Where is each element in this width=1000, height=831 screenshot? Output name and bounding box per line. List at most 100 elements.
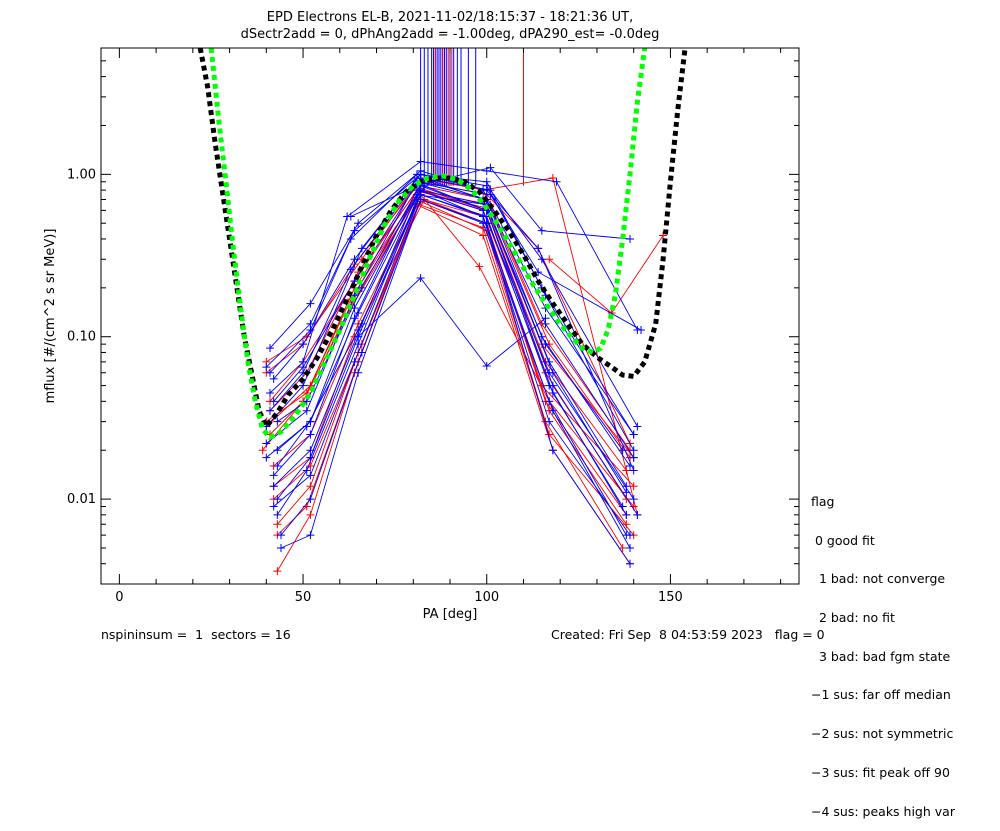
- blue-data-point: [416, 273, 425, 282]
- blue-data-point: [420, 181, 429, 190]
- blue-data-point: [265, 406, 274, 415]
- blue-data-point: [346, 212, 355, 221]
- blue-data-point: [482, 362, 491, 371]
- blue-data-point: [269, 502, 278, 511]
- red-data-point: [273, 520, 282, 529]
- red-data-point: [273, 567, 282, 576]
- legend-item: −2 sus: not symmetric: [811, 726, 954, 742]
- blue-data-point: [537, 226, 546, 235]
- blue-data-point: [548, 446, 557, 455]
- red-data-point: [629, 482, 638, 491]
- green-model-curve: [208, 48, 648, 441]
- blue-data-point: [354, 332, 363, 341]
- blue-data-point: [306, 531, 315, 540]
- blue-data-point: [548, 368, 557, 377]
- legend-item: 1 bad: not converge: [811, 571, 946, 587]
- blue-data-point: [306, 326, 315, 335]
- legend-item: −4 sus: peaks high var: [811, 803, 955, 819]
- y-tick-label: 0.10: [67, 330, 96, 345]
- red-data-point: [306, 482, 315, 491]
- blue-data-point: [618, 502, 627, 511]
- blue-data-point: [262, 439, 271, 448]
- red-data-point: [622, 520, 631, 529]
- blue-data-point: [629, 453, 638, 462]
- blue-data-point: [633, 422, 642, 431]
- red-data-point: [548, 173, 557, 182]
- blue-data-point: [273, 417, 282, 426]
- blue-series-line: [276, 189, 627, 536]
- legend-item: 2 bad: no fit: [811, 609, 895, 625]
- blue-data-point: [534, 244, 543, 253]
- blue-data-point: [299, 381, 308, 390]
- blue-data-point: [486, 163, 495, 172]
- blue-data-point: [302, 422, 311, 431]
- x-tick-label: 150: [658, 590, 683, 605]
- blue-data-point: [629, 430, 638, 439]
- blue-data-point: [269, 374, 278, 383]
- y-tick-label: 0.01: [67, 492, 96, 507]
- blue-data-point: [541, 314, 550, 323]
- red-data-point: [622, 495, 631, 504]
- legend-item: 3 bad: bad fgm state: [811, 648, 951, 664]
- blue-data-point: [633, 510, 642, 519]
- blue-data-point: [626, 461, 635, 470]
- axes-layer: 0 50 100 150 0.01 0.10 1.00: [67, 47, 799, 605]
- blue-data-point: [357, 283, 366, 292]
- blue-data-point: [626, 559, 635, 568]
- plot-data-layer: [197, 48, 688, 576]
- blue-data-point: [357, 348, 366, 357]
- blue-data-point: [482, 177, 491, 186]
- blue-data-point: [354, 219, 363, 228]
- blue-data-point: [299, 340, 308, 349]
- blue-data-point: [306, 471, 315, 480]
- red-data-point: [475, 262, 484, 271]
- blue-data-point: [306, 417, 315, 426]
- blue-data-point: [626, 234, 635, 243]
- footer-created-info: Created: Fri Sep 8 04:53:59 2023 flag = …: [551, 627, 825, 642]
- blue-data-point: [346, 265, 355, 274]
- blue-data-point: [306, 430, 315, 439]
- blue-series-line: [273, 194, 631, 536]
- blue-data-point: [416, 157, 425, 166]
- blue-data-point: [306, 495, 315, 504]
- legend-title: flag: [811, 493, 835, 509]
- blue-data-point: [482, 186, 491, 195]
- blue-data-point: [299, 363, 308, 372]
- blue-data-point: [622, 510, 631, 519]
- x-axis-label: PA [deg]: [423, 607, 478, 622]
- blue-data-point: [262, 363, 271, 372]
- red-data-point: [306, 510, 315, 519]
- blue-data-point: [622, 488, 631, 497]
- red-data-point: [618, 543, 627, 552]
- legend-item: −3 sus: fit peak off 90: [811, 764, 950, 780]
- blue-data-point: [350, 226, 359, 235]
- blue-data-point: [552, 177, 561, 186]
- blue-data-point: [541, 340, 550, 349]
- blue-data-point: [273, 495, 282, 504]
- blue-data-point: [262, 453, 271, 462]
- x-tick-label: 100: [474, 590, 499, 605]
- blue-data-point: [416, 186, 425, 195]
- blue-data-point: [277, 531, 286, 540]
- legend-item: 0 good fit: [811, 532, 875, 548]
- blue-data-point: [548, 406, 557, 415]
- blue-data-point: [354, 308, 363, 317]
- blue-data-point: [273, 461, 282, 470]
- red-data-point: [622, 466, 631, 475]
- blue-data-point: [350, 357, 359, 366]
- blue-data-point: [265, 344, 274, 353]
- blue-data-point: [357, 244, 366, 253]
- blue-data-point: [629, 466, 638, 475]
- red-data-point: [659, 231, 668, 240]
- flag-legend: flag 0 good fit 1 bad: not converge 2 ba…: [811, 470, 955, 831]
- blue-data-point: [629, 446, 638, 455]
- x-tick-label: 0: [115, 590, 123, 605]
- blue-data-point: [629, 495, 638, 504]
- blue-data-point: [545, 357, 554, 366]
- blue-data-point: [269, 397, 278, 406]
- blue-data-point: [265, 368, 274, 377]
- blue-data-point: [302, 466, 311, 475]
- blue-data-point: [273, 510, 282, 519]
- x-tick-label: 50: [295, 590, 312, 605]
- blue-data-point: [416, 170, 425, 179]
